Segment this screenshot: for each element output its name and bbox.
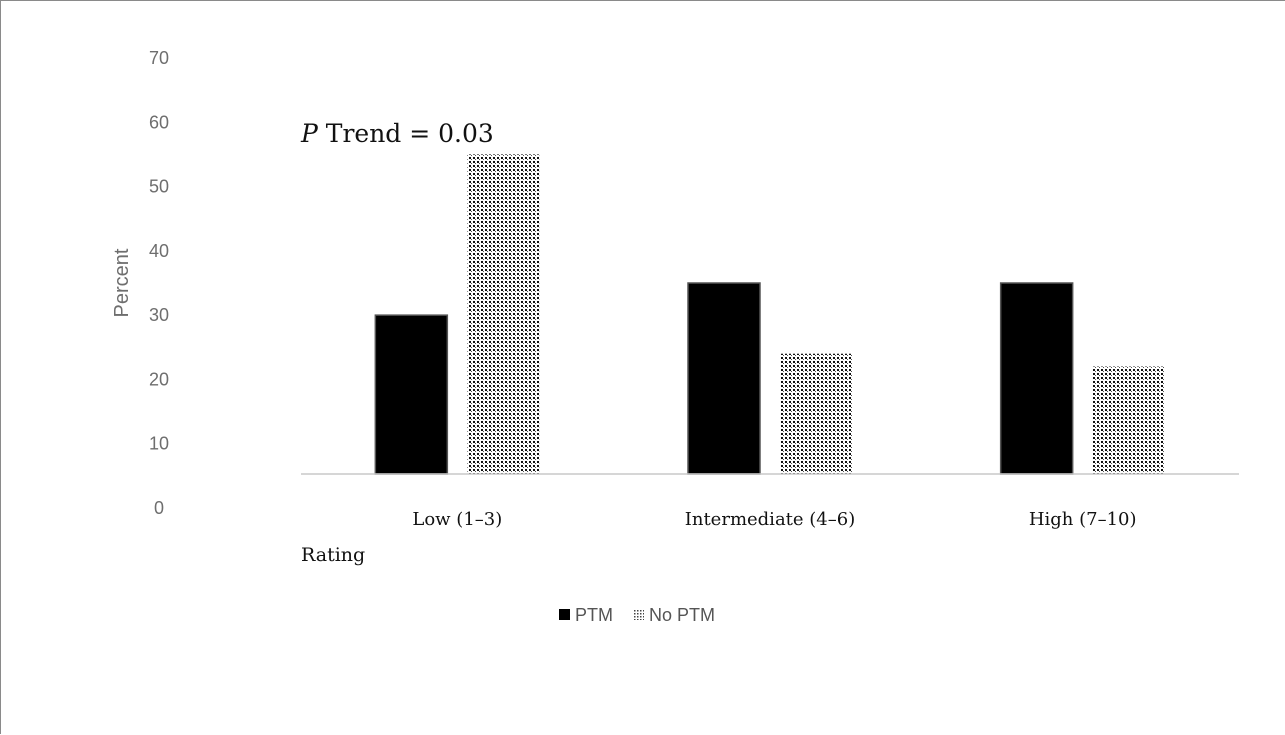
y-tick-label: 30 (149, 305, 169, 325)
p-trend-annotation: P Trend = 0.03 (300, 119, 494, 148)
legend-label-ptm: PTM (575, 605, 613, 625)
x-category-label: High (7–10) (1029, 509, 1137, 530)
legend-swatch-ptm (559, 609, 570, 620)
y-tick-label: 60 (149, 112, 169, 132)
y-tick-label: 10 (149, 434, 169, 454)
y-axis-ticks: 0 10 20 30 40 50 60 70 (149, 48, 169, 518)
x-category-label: Intermediate (4–6) (685, 509, 855, 530)
y-tick-label: 40 (149, 241, 169, 261)
bar-no-ptm-0 (467, 154, 540, 474)
y-tick-label: 70 (149, 48, 169, 68)
bar-no-ptm-2 (1092, 366, 1165, 474)
bar-ptm-2 (999, 282, 1074, 475)
y-axis-label: Percent (111, 248, 133, 317)
legend-label-no-ptm: No PTM (649, 605, 715, 625)
y-tick-label: 0 (154, 498, 164, 518)
y-tick-label: 50 (149, 177, 169, 197)
legend: PTM No PTM (559, 605, 715, 625)
x-axis-label: Rating (301, 544, 365, 566)
legend-swatch-no-ptm (633, 609, 644, 620)
x-category-label: Low (1–3) (412, 509, 502, 530)
y-tick-label: 20 (149, 369, 169, 389)
bar-ptm-0 (374, 314, 449, 475)
p-trend-prefix: P (300, 119, 319, 148)
bars (374, 154, 1165, 475)
x-axis-categories: Low (1–3) Intermediate (4–6) High (7–10) (412, 509, 1136, 530)
p-trend-text: Trend = 0.03 (318, 119, 494, 148)
bar-ptm-1 (687, 282, 761, 475)
bar-no-ptm-1 (780, 353, 852, 474)
